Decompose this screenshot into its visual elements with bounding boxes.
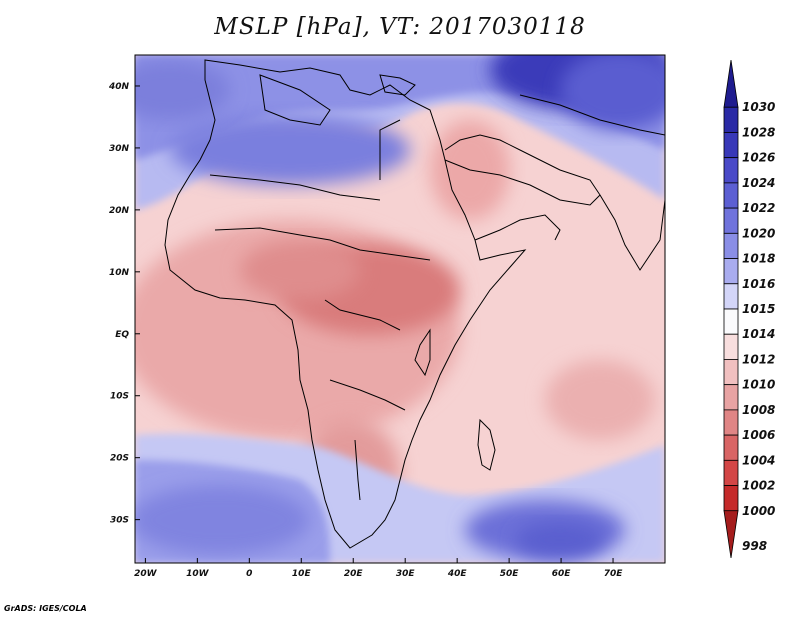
x-tick-label: 60E	[552, 569, 572, 579]
y-tick-label: 30N	[109, 144, 130, 154]
colorbar-swatch	[723, 283, 739, 310]
colorbar-swatch	[723, 308, 739, 335]
colorbar-swatch	[723, 359, 739, 386]
colorbar-swatch	[723, 59, 739, 108]
colorbar-swatch	[723, 459, 739, 486]
colorbar-swatch	[723, 485, 739, 512]
y-tick-label: EQ	[115, 330, 129, 340]
y-tick-label: 10S	[110, 392, 129, 402]
colorbar-label: 998	[742, 539, 767, 553]
colorbar-label: 1015	[742, 302, 775, 316]
y-tick-label: 40N	[108, 82, 130, 92]
colorbar-label: 1002	[742, 479, 775, 493]
coastlines	[164, 59, 665, 549]
colorbar-label: 1014	[742, 327, 775, 341]
colorbar-swatch	[723, 232, 739, 259]
colorbar-label: 1000	[742, 504, 775, 518]
y-tick-label: 20N	[109, 206, 130, 216]
y-tick-label: 20S	[110, 454, 129, 464]
credit-text: GrADS: IGES/COLA	[4, 604, 87, 613]
x-tick-label: 10W	[186, 569, 210, 579]
colorbar-swatch	[723, 333, 739, 360]
colorbar-label: 1020	[742, 226, 775, 240]
colorbar-label: 1024	[742, 176, 775, 190]
colorbar-swatch	[723, 434, 739, 461]
x-tick-label: 50E	[500, 569, 520, 579]
colorbar-swatch	[723, 384, 739, 411]
colorbar-swatch	[723, 132, 739, 159]
y-tick-label: 10N	[109, 268, 130, 278]
colorbar-label: 1028	[742, 125, 775, 139]
x-axis: 20W 10W 0 10E 20E 30E 40E 50E 60E 70E	[134, 558, 623, 579]
x-tick-label: 20W	[134, 569, 158, 579]
colorbar-swatch	[723, 207, 739, 234]
colorbar-label: 1030	[742, 100, 775, 114]
colorbar-label: 1022	[742, 201, 775, 215]
colorbar-label: 1008	[742, 403, 775, 417]
colorbar-label: 1026	[742, 151, 775, 165]
colorbar: 1030 1028 1026 1024 1022 1020 1018 1016 1015 1014…	[723, 59, 775, 559]
x-tick-label: 30E	[396, 569, 416, 579]
colorbar-label: 1006	[742, 428, 775, 442]
colorbar-label: 1010	[742, 378, 775, 392]
colorbar-swatch	[723, 182, 739, 209]
colorbar-label: 1018	[742, 252, 775, 266]
colorbar-swatch	[723, 409, 739, 436]
colorbar-label: 1004	[742, 453, 775, 467]
x-tick-label: 20E	[344, 569, 364, 579]
x-tick-label: 40E	[447, 569, 468, 579]
map-title: MSLP [hPa], VT: 2017030118	[214, 14, 586, 40]
x-tick-label: 70E	[604, 569, 624, 579]
y-axis: 40N 30N 20N 10N EQ 10S 20S 30S	[108, 82, 140, 526]
y-tick-label: 30S	[110, 516, 129, 526]
plot-frame	[134, 54, 666, 564]
x-tick-label: 0	[246, 569, 252, 579]
pressure-field	[135, 55, 665, 563]
x-tick-label: 10E	[292, 569, 312, 579]
colorbar-label: 1016	[742, 277, 775, 291]
colorbar-swatch	[723, 258, 739, 285]
colorbar-swatch	[723, 106, 739, 133]
colorbar-swatch	[723, 510, 739, 559]
colorbar-label: 1012	[742, 352, 775, 366]
colorbar-swatch	[723, 157, 739, 184]
